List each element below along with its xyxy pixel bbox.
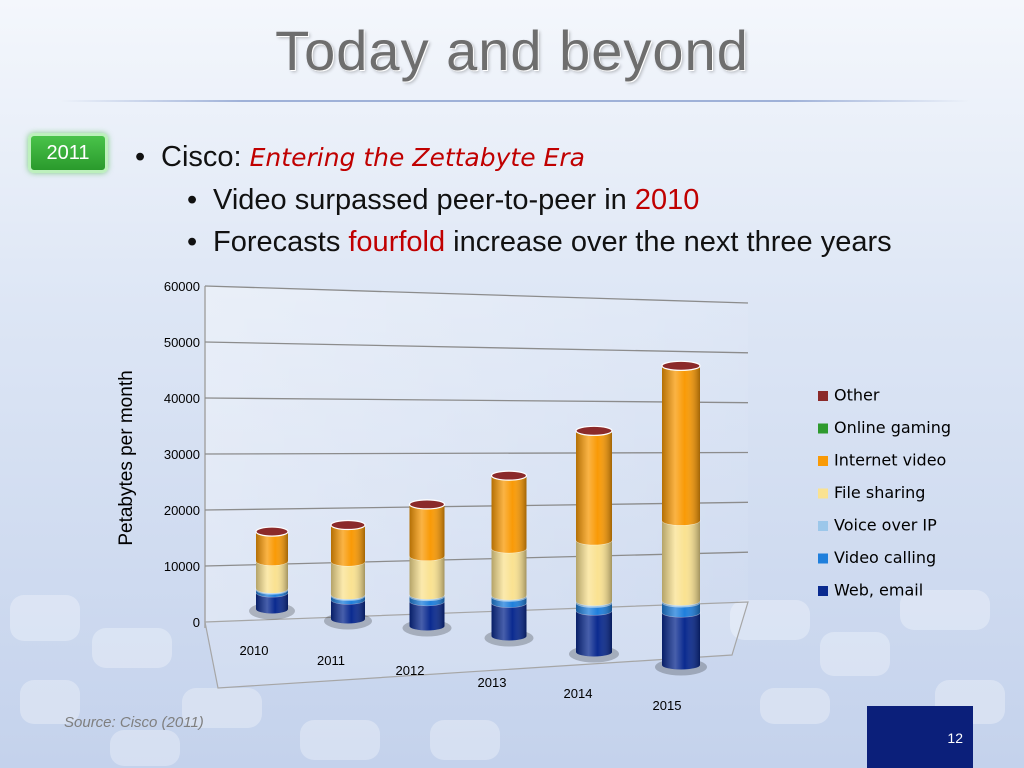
x-tick-label: 2010 [240, 643, 269, 658]
bar-segment-shading [576, 430, 612, 545]
bullet-list: Cisco: Entering the Zettabyte Era •Video… [135, 136, 965, 263]
x-tick-label: 2014 [564, 686, 593, 701]
bar-segment-shading [256, 560, 288, 594]
y-axis: 0 10000 20000 30000 40000 50000 60000 [164, 279, 200, 630]
report-title: Entering the Zettabyte Era [249, 143, 585, 172]
legend-item: Other [818, 386, 880, 405]
gridline [204, 341, 749, 354]
bar-segment-shading [331, 561, 365, 600]
bar-segment-shading [491, 475, 527, 553]
legend-label: Web, email [834, 581, 923, 600]
legend-label: File sharing [834, 483, 925, 502]
bar-stack-2013 [484, 470, 534, 647]
bar-segment-shading [491, 602, 527, 641]
legend-item: Web, email [818, 581, 923, 600]
legend-swatch [818, 423, 828, 434]
legend-item: Video calling [818, 548, 936, 567]
bullet-forecast: • Forecasts fourfold increase over the ne… [187, 226, 892, 258]
y-tick-label: 0 [193, 615, 200, 630]
bar-segment-shading [662, 365, 700, 526]
legend-swatch [818, 586, 828, 596]
bar-stack-2010 [249, 526, 295, 620]
bar-segment-shading [409, 504, 445, 561]
y-tick-label: 40000 [164, 391, 200, 406]
legend-swatch [818, 456, 828, 466]
gridline [204, 551, 749, 567]
legend-label: Voice over IP [834, 516, 937, 535]
gridline [204, 451, 749, 455]
bar-segment-shading [409, 601, 445, 631]
bar-segment-shading [256, 592, 288, 614]
bullet-forecast-emph: fourfold [348, 226, 446, 258]
bullet-cisco: Cisco: Entering the Zettabyte Era [135, 136, 965, 179]
page-number: 12 [947, 730, 963, 746]
x-tick-label: 2013 [478, 675, 507, 690]
gridline [204, 397, 749, 404]
bar-top-cap [575, 425, 613, 436]
page-number-box: 12 [867, 706, 973, 768]
legend-label: Video calling [834, 548, 936, 567]
legend-label: Other [834, 386, 880, 405]
y-axis-label: Petabytes per month [116, 370, 137, 545]
bar-top-cap [490, 470, 528, 481]
bar-segment-shading [331, 599, 365, 624]
bar-top-cap [255, 526, 289, 537]
bar-segment-shading [576, 610, 612, 657]
y-tick-label: 20000 [164, 503, 200, 518]
year-badge: 2011 [28, 133, 108, 173]
x-axis: 2010 2011 2012 2013 2014 2015 [240, 643, 682, 713]
legend-item: Voice over IP [818, 516, 937, 535]
gridline [204, 501, 749, 511]
y-tick-label: 30000 [164, 447, 200, 462]
bullet-forecast-pre: Forecasts [213, 226, 349, 258]
legend-item: Internet video [818, 451, 946, 470]
legend-swatch [818, 391, 828, 401]
bullet-video-text: Video surpassed peer-to-peer in [213, 184, 635, 216]
bar-segment-shading [256, 531, 288, 566]
bullet-forecast-post: increase over the next three years [445, 226, 892, 258]
legend-swatch [818, 521, 828, 531]
x-tick-label: 2012 [396, 663, 425, 678]
y-tick-label: 50000 [164, 335, 200, 350]
bar-segment-shading [662, 520, 700, 606]
bar-stack-2012 [402, 499, 452, 637]
legend-label: Online gaming [834, 418, 951, 437]
bar-segment-shading [409, 556, 445, 600]
y-tick-label: 60000 [164, 279, 200, 294]
bar-segment-shading [662, 612, 700, 670]
bar-stack-2015 [655, 360, 707, 676]
bars [249, 360, 707, 676]
legend-item: File sharing [818, 483, 925, 502]
bar-segment-shading [576, 540, 612, 606]
x-tick-label: 2015 [653, 698, 682, 713]
bullet-video-year: 2010 [634, 184, 700, 216]
bar-top-cap [661, 360, 701, 371]
legend-swatch [818, 553, 828, 564]
bar-stack-2014 [569, 425, 619, 663]
legend-label: Internet video [834, 451, 946, 470]
gridline [204, 285, 749, 304]
legend: Other Online gaming Internet video File sha… [818, 386, 951, 600]
bar-segment-shading [331, 524, 365, 566]
bullet-video: • Video surpassed peer-to-peer in 2010 [187, 184, 700, 216]
legend-item: Online gaming [818, 418, 951, 437]
bar-top-cap [408, 499, 446, 510]
bar-segment-shading [491, 548, 527, 600]
slide-title: Today and beyond [275, 19, 749, 82]
y-tick-label: 10000 [164, 559, 200, 574]
bar-top-cap [330, 519, 366, 531]
bar-stack-2011 [324, 519, 372, 630]
title-divider [60, 100, 970, 102]
chart-floor [204, 601, 749, 689]
legend-swatch [818, 488, 828, 499]
source-note: Source: Cisco (2011) [64, 714, 204, 731]
x-tick-label: 2011 [317, 653, 345, 668]
bullet-cisco-prefix: Cisco: [161, 141, 250, 173]
